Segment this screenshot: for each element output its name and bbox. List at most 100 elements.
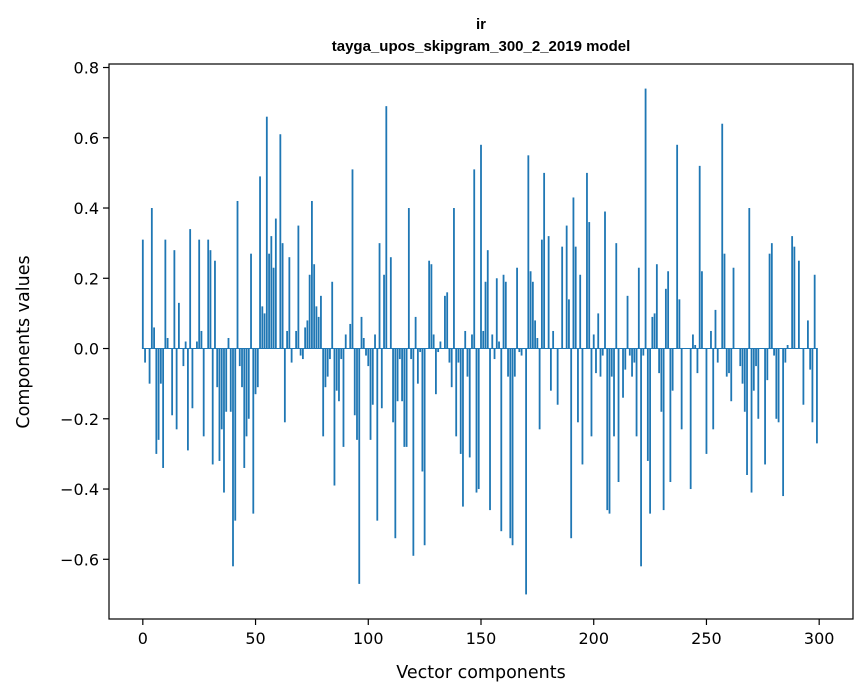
bar-44 [241, 348, 243, 388]
bar-262 [732, 267, 735, 349]
bar-103 [374, 334, 376, 349]
y-tick-label: 0.8 [74, 59, 99, 78]
bar-158 [498, 341, 500, 349]
bar-189 [568, 299, 570, 349]
bar-31 [211, 348, 214, 465]
bar-117 [405, 348, 408, 447]
bar-59 [274, 218, 277, 349]
bar-140 [457, 348, 460, 363]
bar-42 [236, 200, 239, 349]
bar-255 [716, 348, 719, 363]
bar-6 [155, 348, 158, 454]
bar-299 [816, 348, 818, 444]
bar-62 [281, 243, 284, 349]
bar-201 [595, 348, 597, 374]
bar-66 [290, 348, 293, 363]
bar-206 [606, 348, 609, 511]
bar-125 [423, 348, 426, 546]
bar-119 [410, 348, 413, 360]
bar-248 [701, 271, 703, 349]
x-tick-label: 200 [578, 629, 609, 648]
bar-7 [157, 348, 160, 440]
bar-40 [232, 348, 234, 567]
bar-161 [504, 281, 507, 349]
bar-175 [536, 337, 539, 349]
bar-225 [649, 348, 651, 514]
bar-93 [351, 169, 354, 349]
bar-277 [766, 348, 769, 381]
bar-78 [317, 316, 320, 349]
bar-77 [315, 306, 318, 349]
bar-20 [187, 348, 189, 451]
bar-81 [324, 348, 327, 388]
bar-106 [380, 348, 383, 409]
bar-246 [696, 348, 699, 374]
bars-group [141, 88, 818, 595]
bar-252 [710, 330, 712, 349]
bar-90 [344, 334, 347, 349]
bar-195 [581, 348, 584, 465]
bar-257 [721, 123, 724, 349]
bar-188 [565, 225, 568, 349]
bar-168 [520, 348, 523, 356]
bar-100 [367, 348, 370, 367]
bar-285 [784, 348, 787, 363]
bar-144 [466, 348, 469, 377]
bar-180 [547, 236, 550, 349]
bar-178 [543, 172, 546, 349]
bar-278 [768, 253, 771, 349]
y-axis-ticks: −0.6 −0.4 −0.2 0.0 0.2 0.4 0.6 0.8 [60, 59, 109, 569]
bar-68 [295, 330, 298, 349]
bar-131 [437, 348, 440, 353]
x-tick-label: 0 [138, 629, 148, 648]
y-tick-label: −0.4 [60, 480, 99, 499]
bar-56 [268, 253, 270, 349]
bar-116 [403, 348, 406, 447]
bar-111 [392, 348, 394, 423]
bar-30 [209, 250, 212, 349]
x-tick-label: 50 [245, 629, 265, 648]
bar-88 [340, 348, 343, 360]
bar-289 [793, 246, 796, 349]
bar-200 [592, 334, 595, 349]
bar-45 [243, 348, 246, 468]
bar-24 [196, 341, 198, 349]
bar-272 [755, 348, 757, 367]
bar-207 [608, 348, 611, 514]
bar-102 [371, 348, 374, 405]
bar-84 [331, 281, 334, 349]
bar-83 [329, 348, 331, 360]
bar-216 [628, 348, 631, 356]
bar-208 [610, 348, 613, 377]
bar-34 [218, 348, 221, 461]
y-tick-label: 0.4 [74, 199, 99, 218]
bar-259 [725, 348, 728, 377]
bar-32 [214, 260, 216, 349]
bar-273 [757, 348, 760, 419]
bar-105 [378, 243, 381, 349]
bar-162 [507, 348, 509, 377]
bar-108 [385, 106, 388, 349]
bar-123 [419, 348, 422, 353]
bar-258 [723, 253, 726, 349]
bar-99 [365, 348, 367, 356]
bar-48 [250, 253, 252, 349]
y-axis-label: Components values [14, 255, 34, 428]
bar-239 [680, 348, 683, 430]
bar-157 [495, 278, 498, 349]
bar-214 [624, 348, 627, 370]
bar-138 [453, 208, 455, 349]
chart-title: ir [476, 16, 486, 33]
bar-26 [200, 330, 203, 349]
bar-229 [658, 348, 661, 374]
x-axis-ticks: 0 50 100 150 200 250 300 [138, 619, 834, 648]
bar-160 [502, 274, 505, 349]
x-tick-label: 250 [691, 629, 722, 648]
bar-223 [644, 88, 647, 349]
bar-147 [473, 169, 476, 349]
bar-194 [579, 274, 582, 349]
bar-219 [635, 348, 638, 437]
chart-subtitle: tayga_upos_skipgram_300_2_2019 model [332, 38, 631, 55]
bar-82 [326, 348, 329, 377]
